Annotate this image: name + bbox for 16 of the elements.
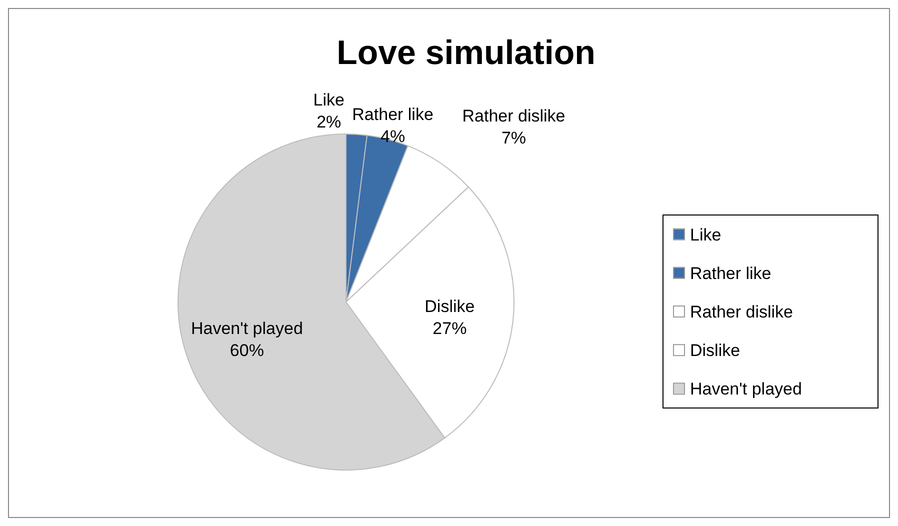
- slice-label: Rather like: [352, 104, 434, 124]
- category-label: Dislike: [690, 341, 740, 360]
- data-label: 60%: [230, 341, 264, 360]
- category-label: Rather dislike: [690, 302, 793, 322]
- legend-label: Haven't played: [690, 380, 802, 399]
- slice-label: Haven't played: [190, 319, 303, 338]
- legend-label: Rather like: [690, 264, 772, 283]
- data-label: 27%: [432, 318, 467, 338]
- data-label: 2%: [316, 112, 342, 132]
- chart-title: Love simulation: [336, 34, 596, 72]
- data-label: 4%: [380, 126, 406, 146]
- data-label: 7%: [501, 128, 526, 148]
- slice-label: Dislike: [424, 296, 475, 316]
- slice-label: Like: [313, 90, 344, 110]
- legend-label: Like: [690, 225, 722, 244]
- slice-label: Rather dislike: [462, 106, 566, 126]
